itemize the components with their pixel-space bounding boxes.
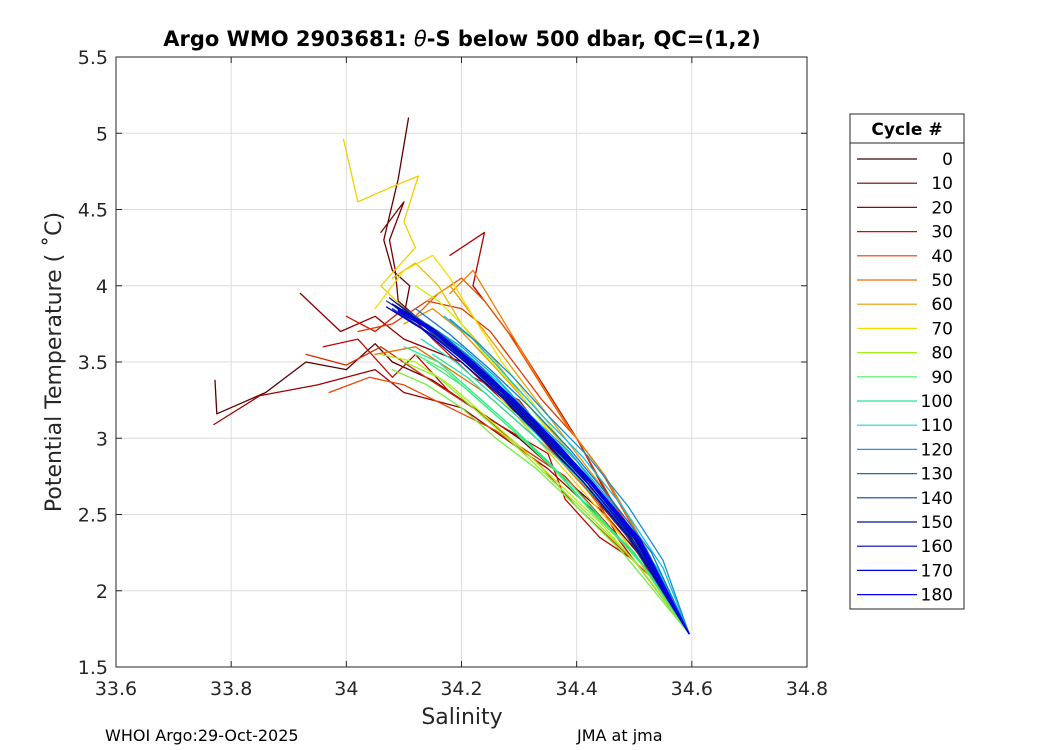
legend-entry-label: 110: [921, 416, 953, 436]
legend-entry-label: 180: [921, 586, 953, 606]
legend-entry-label: 170: [921, 561, 953, 581]
x-tick-label: 34.6: [671, 678, 713, 700]
x-tick-label: 33.6: [95, 678, 137, 700]
legend-entry-label: 140: [921, 489, 953, 509]
legend-entry-label: 160: [921, 537, 953, 557]
profile-line-cycle-182: [397, 309, 690, 635]
legend-entry-label: 30: [931, 223, 953, 243]
profile-line-cycle-170: [391, 309, 690, 635]
footer-source-date: WHOI Argo:29-Oct-2025: [105, 726, 299, 745]
legend: Cycle # 0 10 20 30 40 50 60 70 80 90 100 110 120 130 1…: [849, 113, 965, 610]
profile-line-cycle-86: [391, 368, 690, 635]
legend-entry-label: 0: [942, 150, 953, 170]
profile-line-cycle-82: [403, 361, 690, 635]
y-tick-label: 1.5: [78, 657, 108, 679]
y-tick-label: 2: [96, 581, 108, 603]
profile-line-cycle-126: [414, 307, 690, 635]
footer-institution: JMA at jma: [576, 726, 663, 745]
profile-lines: [213, 117, 690, 635]
x-tick-label: 34.4: [556, 678, 598, 700]
legend-entry-label: 80: [931, 344, 953, 364]
y-tick-label: 5: [96, 123, 108, 145]
y-tick-label: 4.5: [78, 200, 108, 222]
profile-line-cycle-68: [342, 138, 690, 635]
legend-entry-label: 130: [921, 465, 953, 485]
x-axis-ticks: 33.6 33.8 34 34.2 34.4 34.6 34.8: [95, 57, 828, 700]
legend-entry-label: 120: [921, 440, 953, 460]
legend-entry-label: 70: [931, 319, 953, 339]
profile-line-cycle-114: [443, 315, 690, 635]
x-tick-label: 34: [334, 678, 358, 700]
legend-box: [849, 113, 965, 610]
grid-lines: [116, 57, 807, 667]
profile-line-cycle-98: [403, 346, 690, 635]
y-axis-ticks: 1.5 2 2.5 3 3.5 4 4.5 5 5.5: [78, 47, 807, 679]
profile-line-cycle-32: [305, 346, 690, 635]
chart-title: Argo WMO 2903681: θ-S below 500 dbar, QC…: [163, 27, 760, 51]
y-axis-label: Potential Temperature ( ˚C): [42, 212, 67, 512]
x-tick-label: 33.8: [210, 678, 252, 700]
legend-entry-label: 90: [931, 368, 953, 388]
legend-title: Cycle #: [871, 120, 942, 140]
profile-line-cycle-162: [385, 306, 690, 635]
y-tick-label: 4: [96, 276, 108, 298]
legend-entry-label: 20: [931, 198, 953, 218]
profile-line-cycle-122: [449, 318, 690, 635]
y-tick-label: 5.5: [78, 47, 108, 69]
legend-entry-label: 100: [921, 392, 953, 412]
x-tick-label: 34.8: [786, 678, 828, 700]
profile-line-cycle-24: [322, 338, 690, 635]
legend-entry-label: 50: [931, 271, 953, 291]
legend-entry-label: 150: [921, 513, 953, 533]
profile-line-cycle-90: [414, 353, 690, 635]
y-tick-label: 3: [96, 428, 108, 450]
legend-entry-label: 40: [931, 247, 953, 267]
profile-line-cycle-166: [397, 307, 690, 635]
y-tick-label: 3.5: [78, 352, 108, 374]
x-tick-label: 34.2: [440, 678, 482, 700]
profile-line-cycle-52: [449, 269, 690, 635]
legend-entry-label: 60: [931, 295, 953, 315]
y-tick-label: 2.5: [78, 505, 108, 527]
x-axis-label: Salinity: [421, 705, 502, 730]
legend-entry-label: 10: [931, 174, 953, 194]
